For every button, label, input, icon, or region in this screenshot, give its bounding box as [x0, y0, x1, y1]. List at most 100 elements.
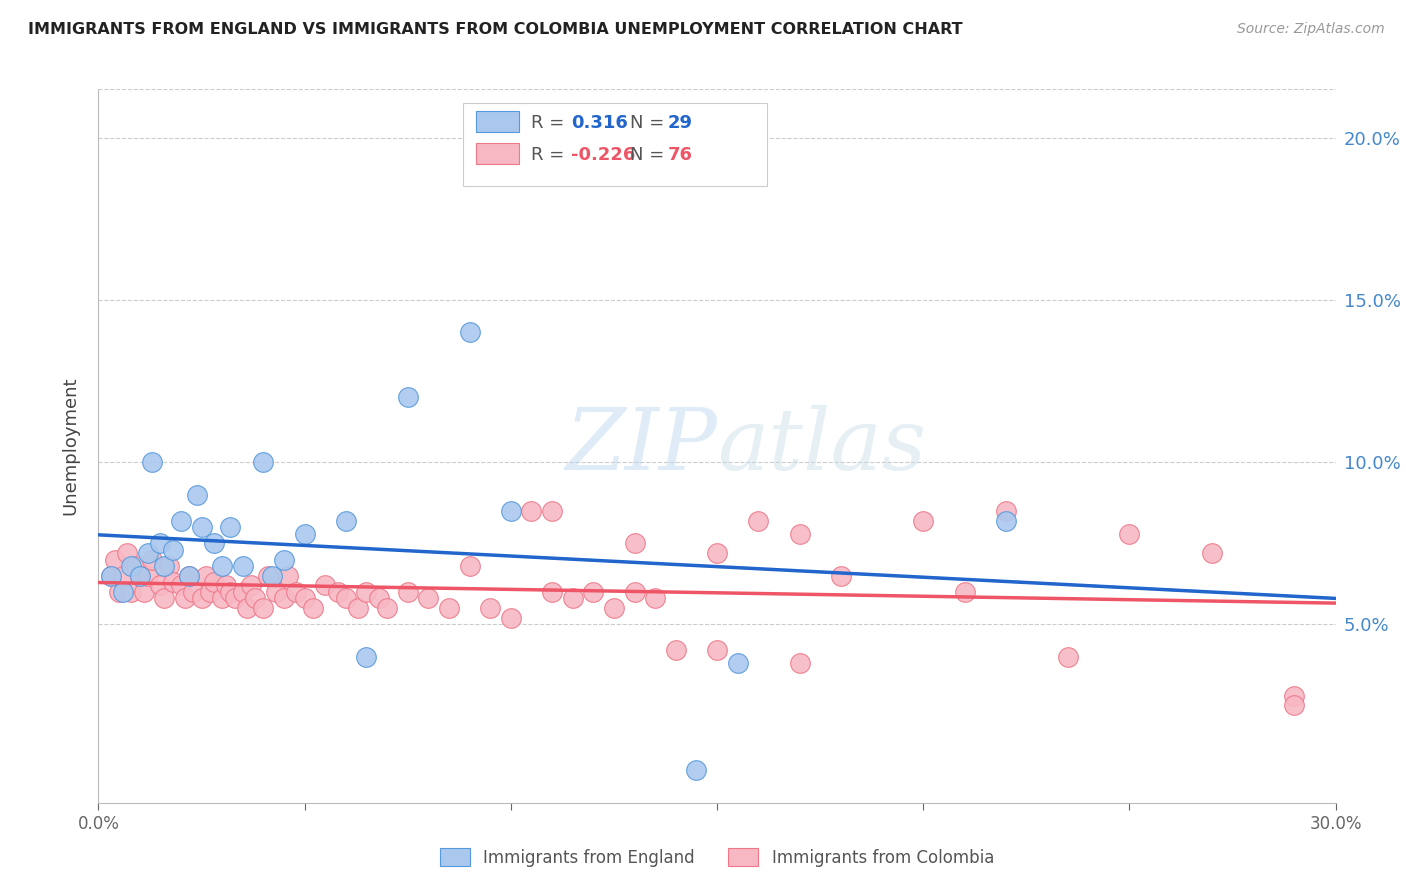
Point [194, 568, 217, 582]
Point [294, 591, 316, 606]
Point [264, 585, 287, 599]
Text: N =: N = [630, 146, 671, 164]
Point [314, 578, 336, 592]
Point [541, 504, 564, 518]
Point [747, 514, 769, 528]
Text: Source: ZipAtlas.com: Source: ZipAtlas.com [1237, 22, 1385, 37]
Point [112, 568, 135, 582]
FancyBboxPatch shape [475, 111, 519, 132]
Point [202, 575, 225, 590]
Point [356, 649, 378, 664]
Point [789, 526, 811, 541]
Point [162, 575, 184, 590]
Point [277, 568, 299, 582]
Point [153, 591, 176, 606]
Point [499, 504, 522, 518]
Text: 76: 76 [668, 146, 693, 164]
Point [326, 585, 349, 599]
Point [211, 559, 233, 574]
Point [302, 601, 325, 615]
Point [273, 591, 295, 606]
Point [232, 559, 254, 574]
Point [190, 520, 212, 534]
Point [335, 591, 357, 606]
Point [181, 585, 204, 599]
Point [256, 568, 278, 582]
Point [120, 585, 142, 599]
Point [236, 601, 259, 615]
Point [202, 536, 225, 550]
Point [100, 568, 122, 582]
Point [198, 585, 221, 599]
Point [132, 585, 155, 599]
Point [232, 585, 254, 599]
Point [128, 568, 150, 582]
Point [458, 326, 481, 340]
Point [240, 578, 263, 592]
Point [520, 504, 543, 518]
Point [179, 568, 201, 582]
Point [789, 657, 811, 671]
Point [141, 552, 163, 566]
Text: R =: R = [531, 146, 571, 164]
Point [375, 601, 398, 615]
Point [1284, 689, 1306, 703]
Point [170, 514, 193, 528]
Point [117, 546, 139, 560]
Point [830, 568, 852, 582]
Point [706, 546, 728, 560]
Point [285, 585, 308, 599]
Point [215, 578, 238, 592]
Text: ZIP: ZIP [565, 405, 717, 487]
Point [347, 601, 370, 615]
Legend: Immigrants from England, Immigrants from Colombia: Immigrants from England, Immigrants from… [430, 838, 1004, 877]
Point [108, 585, 131, 599]
Point [912, 514, 935, 528]
Point [170, 578, 193, 592]
Point [149, 536, 172, 550]
Text: -0.226: -0.226 [571, 146, 636, 164]
Point [541, 585, 564, 599]
Point [149, 578, 172, 592]
Point [128, 568, 150, 582]
Point [273, 552, 295, 566]
Point [294, 526, 316, 541]
Point [162, 542, 184, 557]
Point [561, 591, 583, 606]
Point [1201, 546, 1223, 560]
Point [685, 764, 707, 778]
Point [458, 559, 481, 574]
Point [1118, 526, 1140, 541]
Point [136, 568, 159, 582]
Point [100, 568, 122, 582]
Point [727, 657, 749, 671]
Point [953, 585, 976, 599]
Text: R =: R = [531, 114, 571, 132]
Point [219, 585, 242, 599]
Point [499, 611, 522, 625]
Point [994, 514, 1017, 528]
Point [190, 591, 212, 606]
Point [260, 568, 283, 582]
Text: 29: 29 [668, 114, 693, 132]
Point [120, 559, 142, 574]
Point [211, 591, 233, 606]
Point [437, 601, 460, 615]
Point [335, 514, 357, 528]
Point [994, 504, 1017, 518]
Y-axis label: Unemployment: Unemployment [62, 376, 80, 516]
Point [418, 591, 440, 606]
Point [665, 643, 688, 657]
Point [112, 585, 135, 599]
Text: atlas: atlas [717, 405, 927, 487]
Point [623, 585, 645, 599]
Point [1284, 698, 1306, 713]
Point [582, 585, 605, 599]
Point [623, 536, 645, 550]
Point [124, 559, 146, 574]
Point [104, 552, 127, 566]
Text: N =: N = [630, 114, 671, 132]
Text: 0.316: 0.316 [571, 114, 628, 132]
Text: IMMIGRANTS FROM ENGLAND VS IMMIGRANTS FROM COLOMBIA UNEMPLOYMENT CORRELATION CHA: IMMIGRANTS FROM ENGLAND VS IMMIGRANTS FR… [28, 22, 963, 37]
Point [356, 585, 378, 599]
